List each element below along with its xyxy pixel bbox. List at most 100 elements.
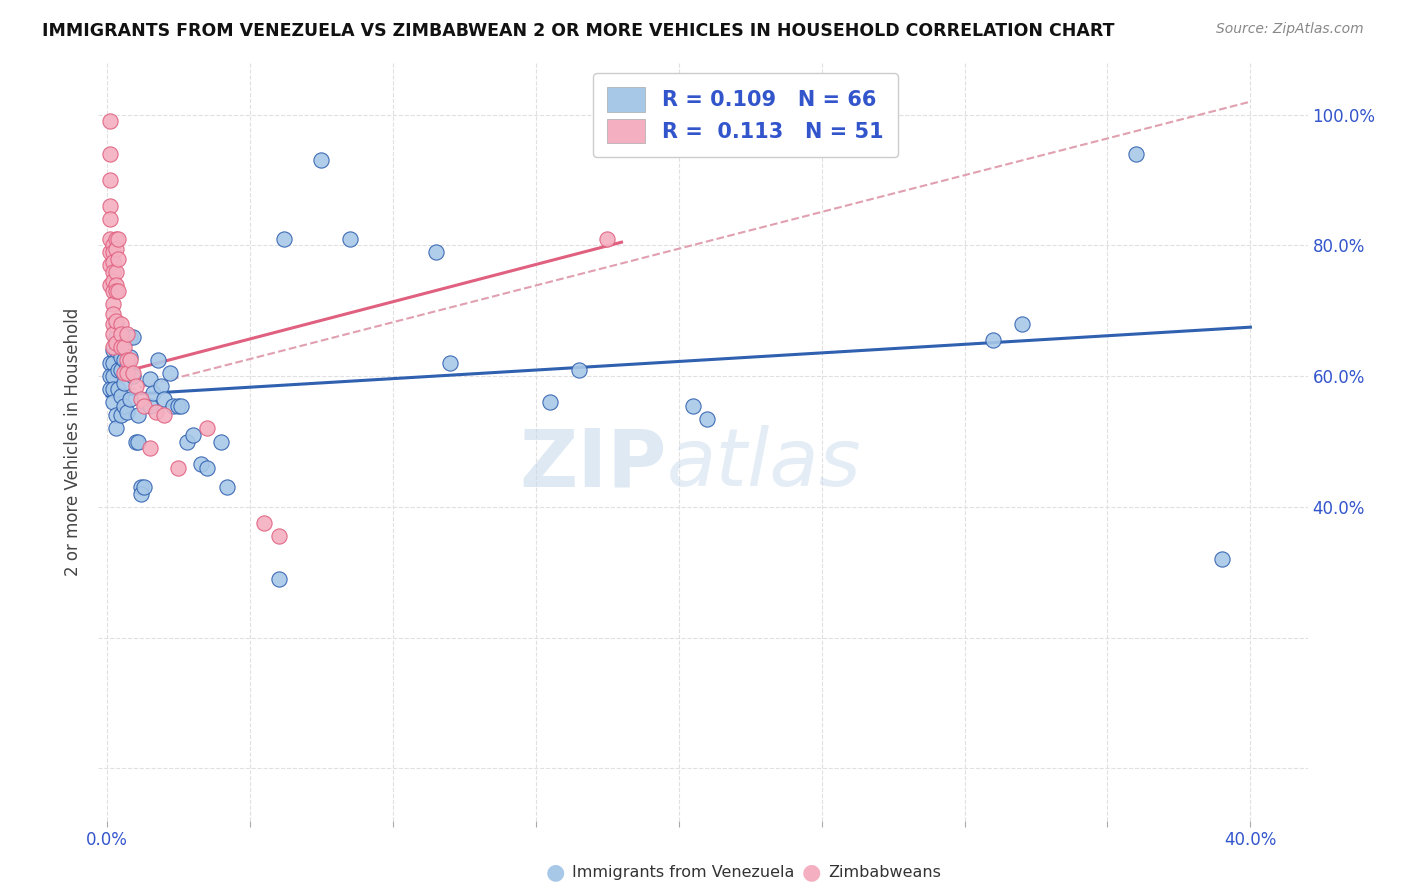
Point bbox=[107, 382, 129, 396]
Text: ●: ● bbox=[801, 863, 821, 882]
Point bbox=[98, 114, 121, 128]
Point bbox=[139, 441, 162, 455]
Point bbox=[107, 362, 129, 376]
Point bbox=[273, 232, 295, 246]
Point bbox=[98, 382, 121, 396]
Point bbox=[124, 379, 146, 393]
Point bbox=[101, 307, 124, 321]
Point bbox=[110, 409, 132, 423]
Point bbox=[682, 399, 704, 413]
Point bbox=[112, 366, 135, 380]
Text: IMMIGRANTS FROM VENEZUELA VS ZIMBABWEAN 2 OR MORE VEHICLES IN HOUSEHOLD CORRELAT: IMMIGRANTS FROM VENEZUELA VS ZIMBABWEAN … bbox=[42, 22, 1115, 40]
Point bbox=[101, 343, 124, 357]
Point bbox=[98, 356, 121, 370]
Point bbox=[1011, 317, 1033, 331]
Text: atlas: atlas bbox=[666, 425, 862, 503]
Point bbox=[118, 330, 141, 344]
Point bbox=[162, 399, 184, 413]
Point bbox=[153, 392, 176, 406]
Point bbox=[101, 356, 124, 370]
Point bbox=[115, 359, 138, 374]
Point bbox=[121, 369, 143, 384]
Point bbox=[104, 284, 127, 298]
Point bbox=[190, 458, 212, 472]
Point bbox=[121, 366, 143, 380]
Point bbox=[148, 352, 170, 367]
Point bbox=[134, 399, 156, 413]
Point bbox=[115, 405, 138, 419]
Point bbox=[104, 242, 127, 256]
Point bbox=[139, 399, 162, 413]
Point bbox=[112, 352, 135, 367]
Point bbox=[104, 317, 127, 331]
Point bbox=[267, 529, 290, 543]
Point bbox=[215, 480, 238, 494]
Point bbox=[101, 274, 124, 288]
Point bbox=[127, 409, 149, 423]
Point bbox=[107, 336, 129, 351]
Point bbox=[176, 434, 198, 449]
Point bbox=[1125, 147, 1147, 161]
Point bbox=[112, 340, 135, 354]
Legend: R = 0.109   N = 66, R =  0.113   N = 51: R = 0.109 N = 66, R = 0.113 N = 51 bbox=[593, 73, 898, 158]
Point bbox=[538, 395, 561, 409]
Point bbox=[181, 428, 204, 442]
Point bbox=[195, 460, 218, 475]
Point bbox=[112, 376, 135, 390]
Text: Immigrants from Venezuela: Immigrants from Venezuela bbox=[572, 865, 794, 880]
Point bbox=[101, 284, 124, 298]
Point bbox=[104, 277, 127, 292]
Point bbox=[129, 480, 152, 494]
Point bbox=[209, 434, 232, 449]
Point bbox=[153, 409, 176, 423]
Point bbox=[98, 199, 121, 213]
Point bbox=[110, 317, 132, 331]
Point bbox=[981, 333, 1004, 347]
Point bbox=[112, 399, 135, 413]
Point bbox=[101, 340, 124, 354]
Point bbox=[121, 330, 143, 344]
Point bbox=[101, 297, 124, 311]
Point bbox=[124, 434, 146, 449]
Point bbox=[253, 516, 276, 531]
Point bbox=[104, 421, 127, 435]
Text: ●: ● bbox=[546, 863, 565, 882]
Point bbox=[101, 369, 124, 384]
Point bbox=[115, 326, 138, 341]
Point bbox=[167, 460, 190, 475]
Point bbox=[568, 362, 591, 376]
Point bbox=[98, 173, 121, 187]
Point bbox=[110, 350, 132, 364]
Point bbox=[170, 399, 193, 413]
Point bbox=[101, 244, 124, 259]
Y-axis label: 2 or more Vehicles in Household: 2 or more Vehicles in Household bbox=[65, 308, 83, 575]
Point bbox=[115, 366, 138, 380]
Point bbox=[118, 350, 141, 364]
Point bbox=[596, 232, 619, 246]
Point bbox=[139, 372, 162, 386]
Point bbox=[127, 434, 149, 449]
Point bbox=[104, 409, 127, 423]
Point bbox=[107, 252, 129, 266]
Point bbox=[101, 254, 124, 268]
Point bbox=[118, 392, 141, 406]
Point bbox=[195, 421, 218, 435]
Text: Source: ZipAtlas.com: Source: ZipAtlas.com bbox=[1216, 22, 1364, 37]
Point bbox=[104, 232, 127, 246]
Point bbox=[129, 392, 152, 406]
Point bbox=[101, 395, 124, 409]
Point bbox=[142, 385, 165, 400]
Point bbox=[98, 369, 121, 384]
Point bbox=[101, 238, 124, 252]
Point bbox=[101, 317, 124, 331]
Point bbox=[339, 232, 361, 246]
Point bbox=[104, 330, 127, 344]
Point bbox=[104, 343, 127, 357]
Point bbox=[98, 232, 121, 246]
Point bbox=[101, 264, 124, 278]
Point bbox=[98, 244, 121, 259]
Point bbox=[311, 153, 333, 168]
Point bbox=[118, 352, 141, 367]
Point bbox=[150, 379, 173, 393]
Point bbox=[145, 405, 167, 419]
